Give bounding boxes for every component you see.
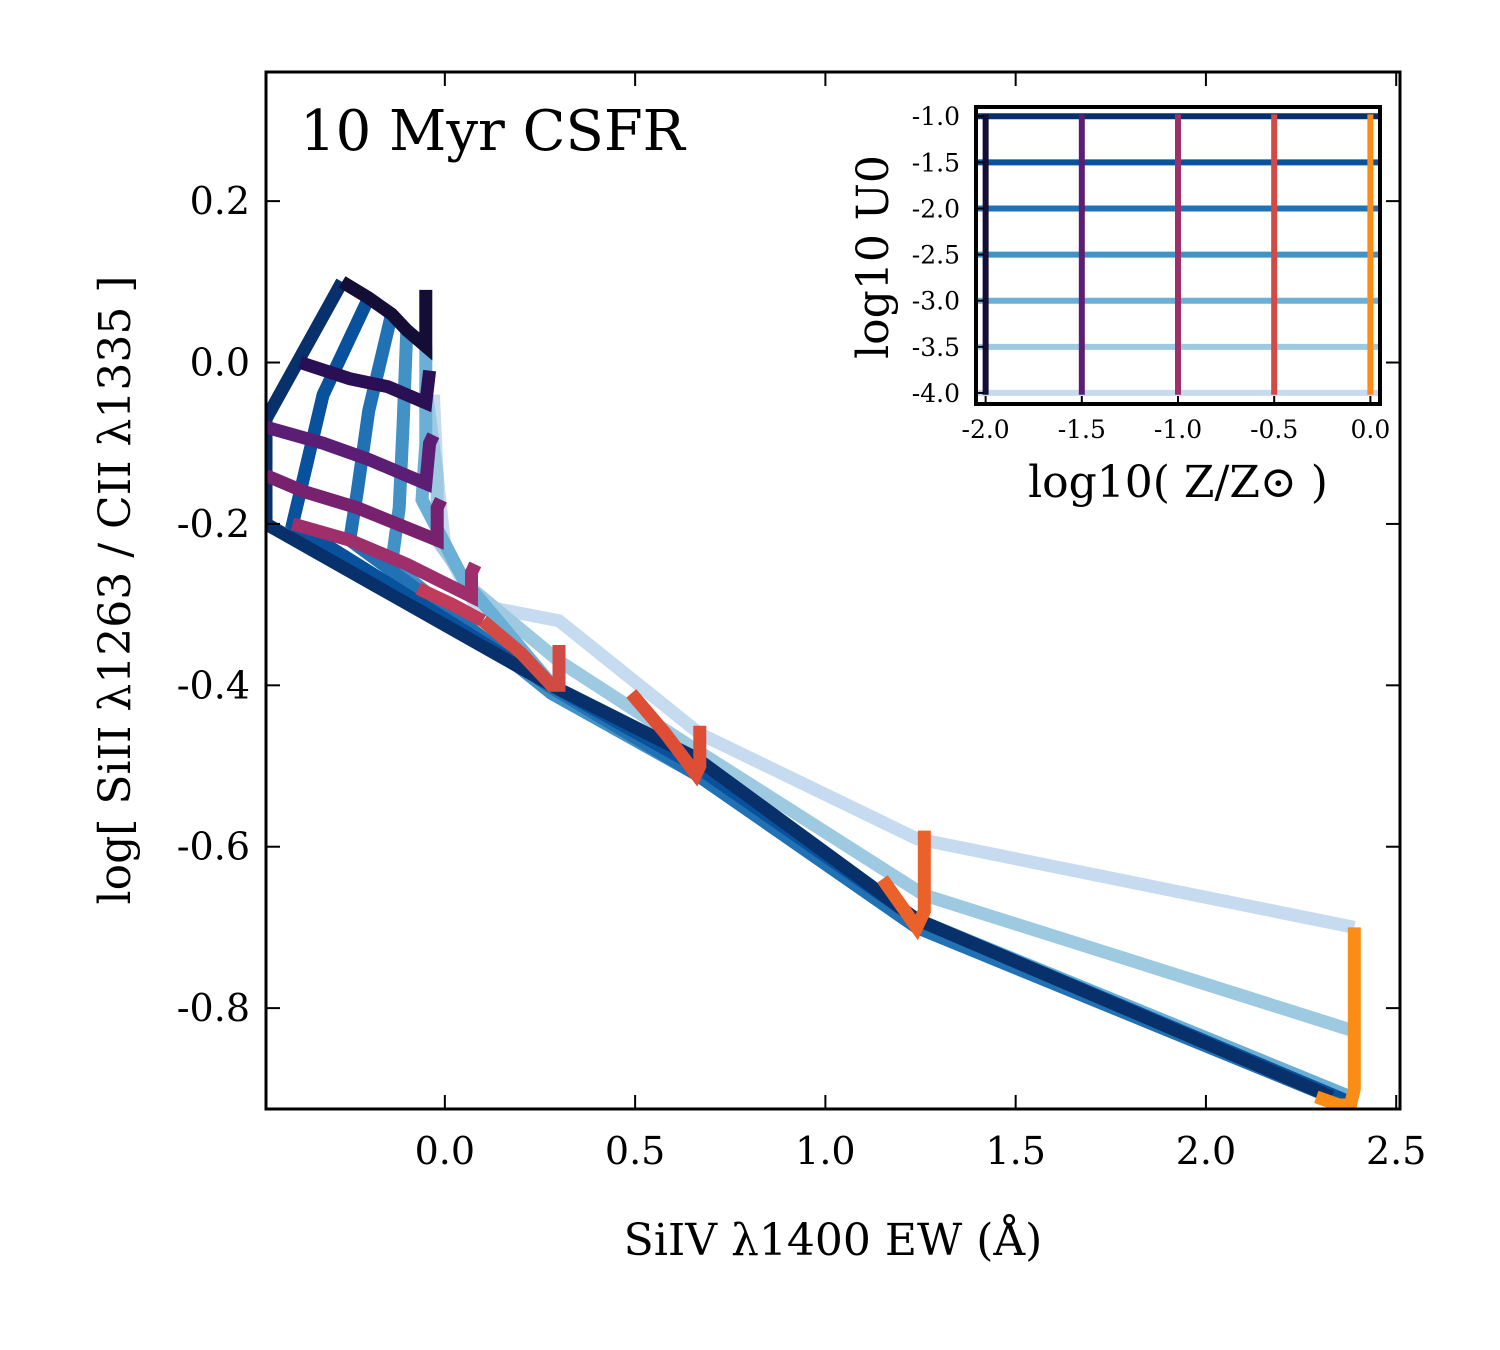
metallicity-series-3 — [266, 469, 447, 550]
inset-y-tick-label: -2.5 — [912, 241, 960, 270]
inset-y-axis-title: log10 U0 — [848, 155, 899, 359]
inset-y-tick-label: -2.0 — [912, 194, 960, 223]
inset-x-tick-label: -1.5 — [1058, 415, 1106, 444]
x-tick-label: 0.5 — [605, 1129, 665, 1173]
metallicity-series-1 — [298, 356, 437, 413]
y-axis-title: log[ SiII λ1263 / CII λ1335 ] — [90, 276, 141, 905]
inset-y-tick-label: -3.5 — [912, 333, 960, 362]
ionization-series-4 — [342, 312, 1353, 1109]
ionization-series-1 — [419, 385, 1361, 1039]
main-ticks: 0.0 0.5 1.0 1.5 2.0 2.5 0.2 0.0 -0.2 -0.4 -0.6 -0.8 — [177, 72, 1426, 1173]
x-tick-label: 2.0 — [1176, 1129, 1236, 1173]
metallicity-series-0 — [338, 276, 433, 361]
main-annotation: 10 Myr CSFR — [300, 99, 687, 164]
inset-y-tick-label: -4.0 — [912, 379, 960, 408]
main-series-layer — [266, 276, 1361, 1109]
y-tick-label: 0.0 — [190, 341, 250, 385]
metallicity-series-6 — [478, 615, 566, 692]
inset-ticks: -2.0 -1.5 -1.0 -0.5 0.0 -1.0 -1.5 -2.0 -2.5 -3.0 -… — [912, 102, 1390, 444]
y-tick-label: -0.8 — [177, 986, 250, 1030]
metallicity-series-8 — [877, 830, 931, 941]
inset-x-tick-label: 0.0 — [1350, 415, 1390, 444]
x-tick-label: 0.0 — [415, 1129, 475, 1173]
metallicity-series-4 — [290, 517, 482, 608]
main-plot: 0.0 0.5 1.0 1.5 2.0 2.5 0.2 0.0 -0.2 -0.4 -0.6 -0.8… — [90, 70, 1426, 1266]
y-tick-label: 0.2 — [190, 179, 250, 223]
x-tick-label: 2.5 — [1366, 1129, 1426, 1173]
metallicity-series-9 — [1314, 927, 1361, 1109]
inset-x-axis-title: log10( Z/Z⊙ ) — [1028, 457, 1328, 508]
y-tick-label: -0.6 — [177, 825, 250, 869]
y-tick-label: -0.2 — [177, 502, 250, 546]
inset-x-tick-label: -0.5 — [1250, 415, 1298, 444]
x-tick-label: 1.5 — [985, 1129, 1045, 1173]
metallicity-series-5 — [415, 582, 486, 627]
inset-x-tick-label: -2.0 — [962, 415, 1010, 444]
inset-x-tick-label: -1.0 — [1154, 415, 1202, 444]
x-tick-label: 1.0 — [795, 1129, 855, 1173]
ionization-series-6 — [266, 278, 1335, 1103]
main-axes-frame — [264, 70, 1402, 1111]
inset-y-tick-label: -1.5 — [912, 148, 960, 177]
inset-lines-layer — [976, 113, 1380, 396]
metallicity-series-7 — [626, 689, 707, 787]
inset-plot: -2.0 -1.5 -1.0 -0.5 0.0 -1.0 -1.5 -2.0 -2.5 -3.0 -… — [848, 102, 1390, 508]
inset-y-tick-label: -1.0 — [912, 102, 960, 131]
inset-y-tick-label: -3.0 — [912, 287, 960, 316]
x-axis-title: SiIV λ1400 EW (Å) — [624, 1213, 1043, 1266]
metallicity-series-2 — [266, 420, 440, 494]
y-tick-label: -0.4 — [177, 663, 250, 707]
